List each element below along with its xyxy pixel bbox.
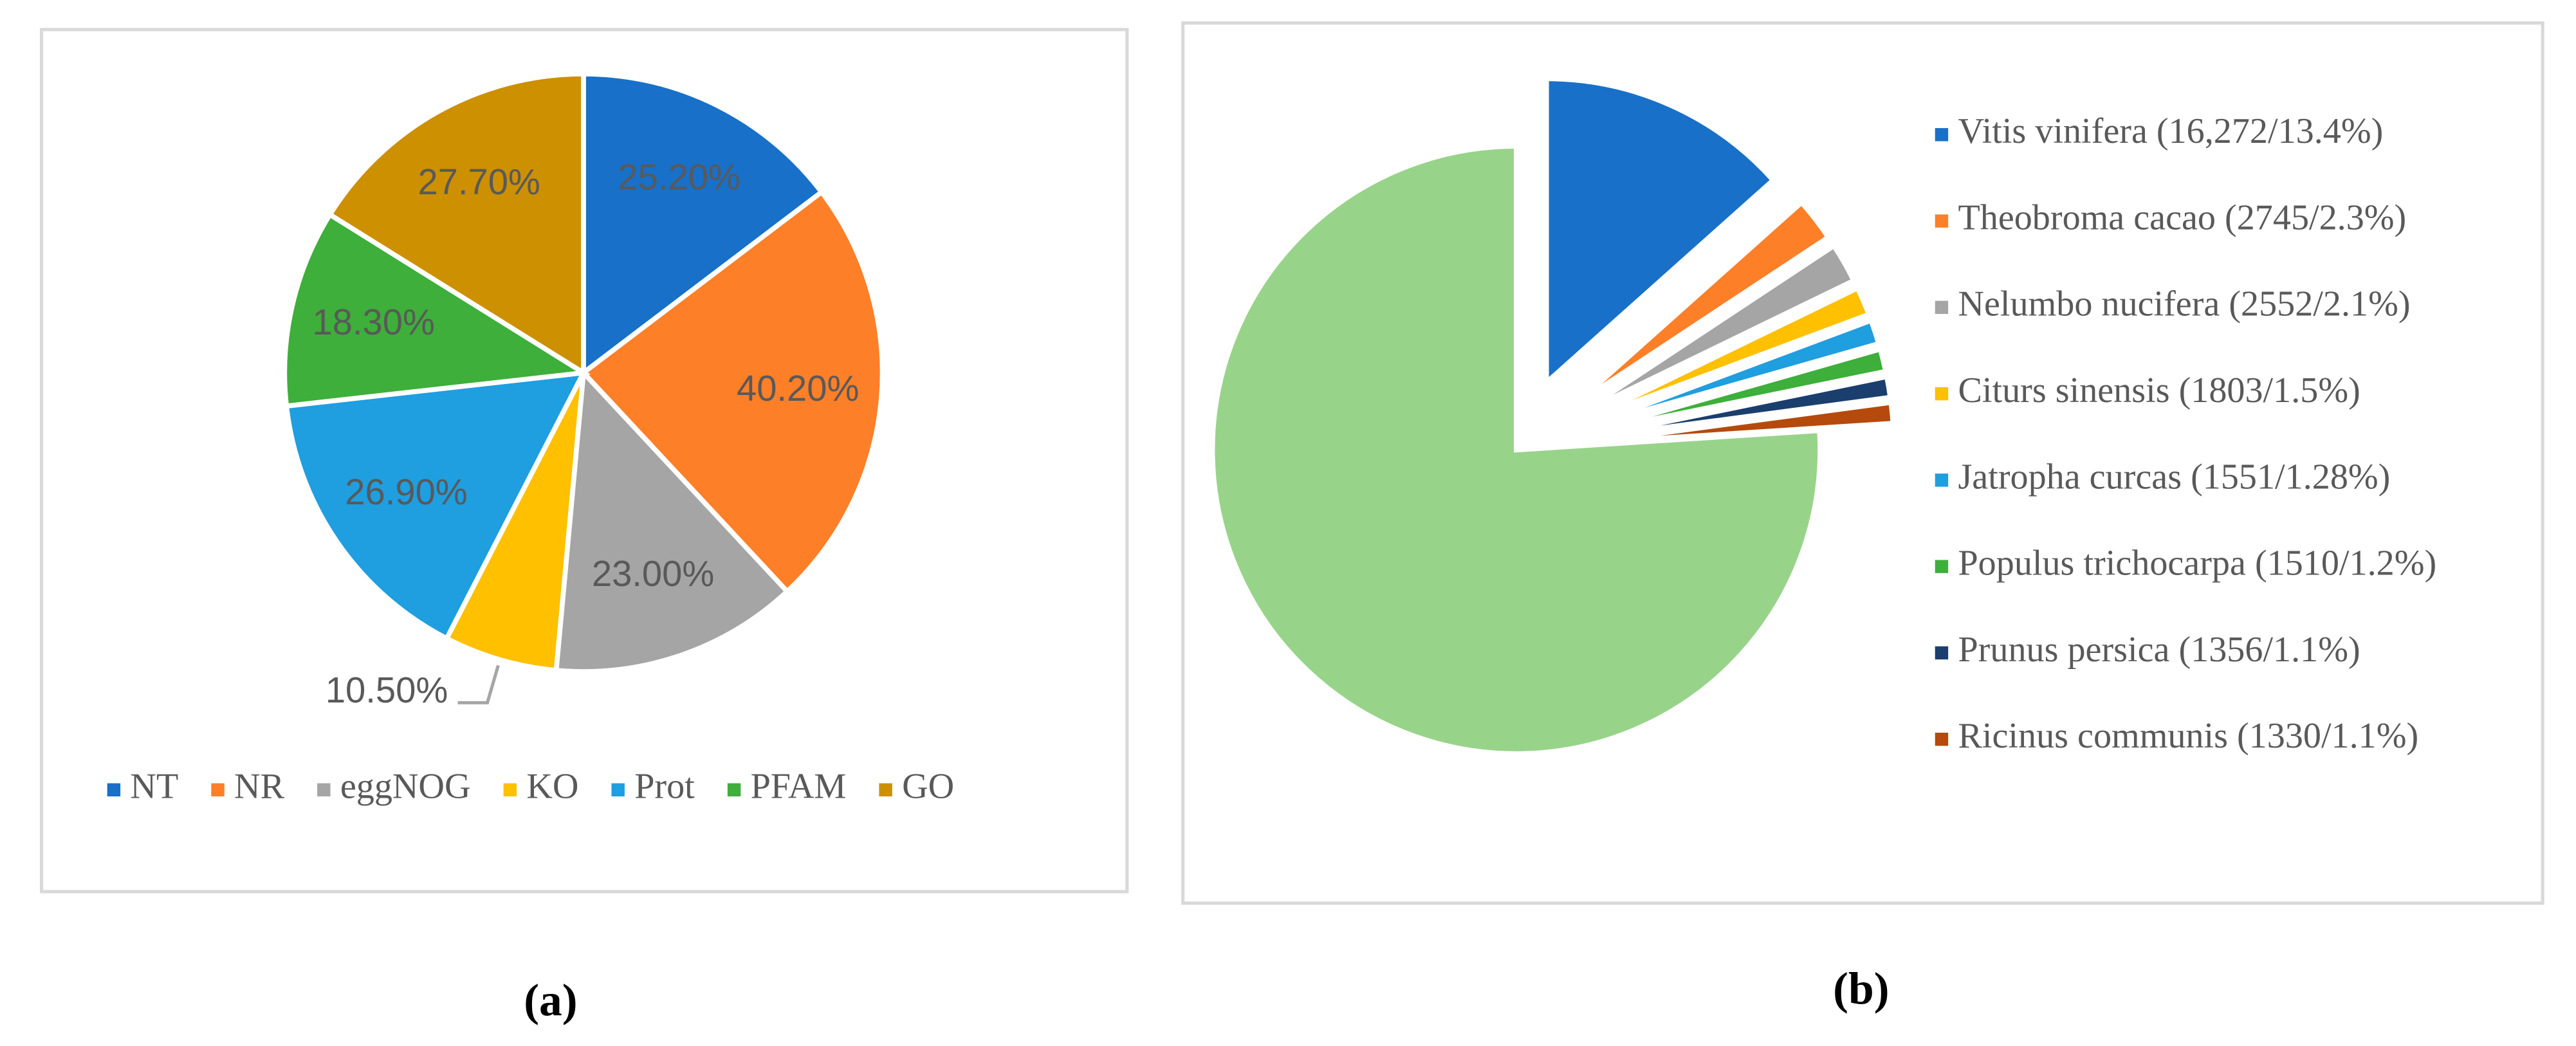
pie-slice (1588, 373, 1893, 441)
pie-slice (553, 367, 791, 674)
pie-slice (443, 371, 586, 674)
legend-label: Prunus persica (1356/1.1%) (1958, 630, 2360, 670)
legend-label: NR (234, 767, 285, 807)
legend-label: Prot (634, 767, 695, 807)
data-label: 10.50% (326, 670, 448, 710)
legend-label: KO (526, 767, 578, 807)
pie-slice (1583, 284, 1872, 423)
pie-slice (581, 71, 825, 378)
legend-swatch (1935, 300, 1949, 315)
pie-slice (326, 71, 586, 378)
legend-swatch (503, 783, 517, 797)
pie-slice (1579, 242, 1857, 416)
pie-slice (1210, 143, 1823, 757)
legend-swatch (1935, 473, 1949, 487)
pie-slice (580, 188, 885, 595)
pie-slice (1585, 317, 1882, 430)
legend-swatch (611, 783, 625, 797)
legend-swatch (879, 783, 892, 797)
data-label: 18.30% (313, 302, 435, 342)
legend-label: Theobroma cacao (2745/2.3%) (1958, 197, 2406, 237)
pie-slice (1587, 346, 1889, 435)
caption-b: (b) (1833, 964, 1889, 1014)
legend-swatch (1935, 387, 1949, 401)
legend-swatch (107, 783, 121, 797)
data-label: 27.70% (418, 161, 540, 202)
legend-label: Vitis vinifera (16,272/13.4%) (1958, 111, 2383, 151)
data-label: 23.00% (592, 553, 714, 594)
legend-swatch (211, 783, 225, 797)
legend-swatch (1935, 214, 1949, 228)
legend-label: NT (130, 767, 178, 807)
legend-label: Populus trichocarpa (1510/1.2%) (1958, 544, 2436, 583)
legend-label: Nelumbo nucifera (2552/2.1%) (1958, 284, 2410, 324)
pie-slice (282, 211, 591, 409)
legend-swatch (317, 783, 331, 797)
data-label: 26.90% (345, 472, 467, 512)
legend-label: PFAM (751, 767, 847, 807)
legend-swatch (1935, 732, 1949, 746)
legend-label: Jatropha curcas (1551/1.28%) (1958, 457, 2390, 497)
data-label: 25.20% (618, 157, 740, 197)
pie-slice (284, 369, 588, 642)
legend-label: Ricinus communis (1330/1.1%) (1958, 716, 2418, 756)
leader-line (457, 665, 500, 704)
pie-slice (1573, 199, 1832, 407)
legend-label: eggNOG (340, 767, 471, 807)
legend-swatch (727, 783, 741, 797)
legend-label: Citurs sinensis (1803/1.5%) (1958, 371, 2360, 410)
pie-slice (1589, 399, 1896, 445)
caption-a: (a) (524, 975, 577, 1026)
legend-label: GO (902, 767, 954, 807)
legend-swatch (1935, 560, 1949, 573)
pie-slice (1543, 76, 1777, 389)
legend-swatch (1935, 128, 1949, 142)
data-label: 40.20% (737, 368, 859, 408)
legend-swatch (1935, 646, 1949, 660)
